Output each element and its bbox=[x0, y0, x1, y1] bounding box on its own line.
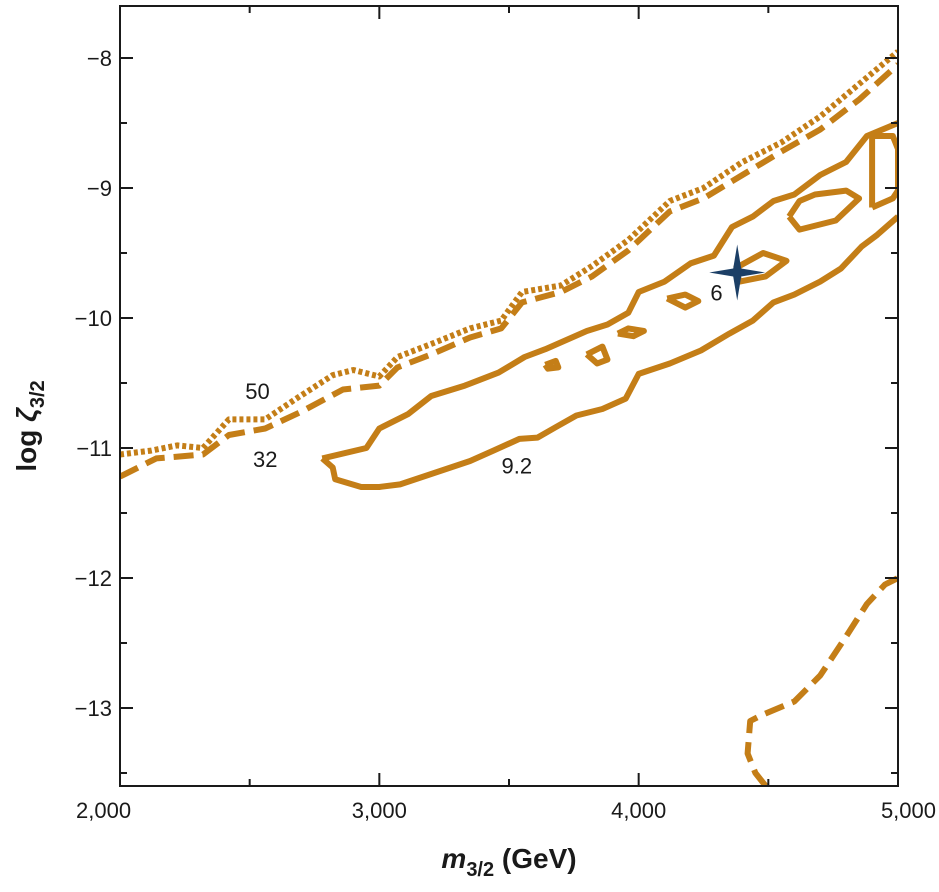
y-tick-label-5: −13 bbox=[75, 696, 112, 721]
y-tick-label-4: −12 bbox=[75, 566, 112, 591]
contour-label-0: 50 bbox=[245, 379, 269, 404]
y-axis-title-subscript: 3/2 bbox=[27, 380, 49, 408]
contour-solid-2-7 bbox=[584, 343, 611, 367]
contour-solid-2-4 bbox=[731, 250, 790, 285]
contour-solid-2-0 bbox=[321, 120, 898, 462]
best-fit-star-marker bbox=[709, 244, 766, 301]
contour-dashed-1-0 bbox=[120, 62, 898, 480]
contour-solid-2-5 bbox=[665, 291, 702, 311]
y-axis-title-symbol: ζ bbox=[11, 407, 42, 422]
x-tick-label-3: 5,000 bbox=[881, 798, 936, 823]
y-tick-label-2: −10 bbox=[75, 306, 112, 331]
x-axis-title: m3/2 (GeV) bbox=[441, 843, 576, 881]
y-axis-title-prefix: log bbox=[11, 422, 42, 472]
y-axis-title: log ζ3/2 bbox=[11, 380, 49, 471]
contour-solid-2-1 bbox=[320, 214, 898, 490]
y-tick-label-0: −8 bbox=[87, 46, 112, 71]
contour-solid-2-3 bbox=[786, 187, 863, 233]
y-tick-label-3: −11 bbox=[76, 436, 112, 461]
x-axis-title-unit: (GeV) bbox=[494, 843, 576, 874]
x-tick-label-2: 4,000 bbox=[611, 798, 666, 823]
contour-dotted-0-0 bbox=[120, 49, 898, 458]
tick-layer: 2,000 3,000 4,000 5,000 −8 −9 −10 −11 −12 −13 bbox=[75, 6, 936, 823]
contour-layer bbox=[120, 49, 898, 786]
contour-dashed-1-1 bbox=[744, 575, 898, 786]
x-tick-label-0: 2,000 bbox=[76, 798, 131, 823]
plot-frame bbox=[119, 5, 899, 787]
contour-label-1: 32 bbox=[253, 447, 277, 472]
annotation-layer: 50 32 9.2 6 bbox=[245, 244, 766, 478]
x-axis-title-symbol: m bbox=[441, 843, 466, 874]
x-axis-title-subscript: 3/2 bbox=[466, 859, 494, 881]
contour-label-2: 9.2 bbox=[501, 453, 532, 478]
contour-solid-2-8 bbox=[542, 357, 562, 372]
contour-solid-2-6 bbox=[616, 325, 647, 340]
contour-solid-2-2 bbox=[869, 133, 898, 211]
x-tick-label-1: 3,000 bbox=[352, 798, 407, 823]
contour-label-3: 6 bbox=[710, 280, 722, 305]
y-tick-label-1: −9 bbox=[87, 176, 112, 201]
